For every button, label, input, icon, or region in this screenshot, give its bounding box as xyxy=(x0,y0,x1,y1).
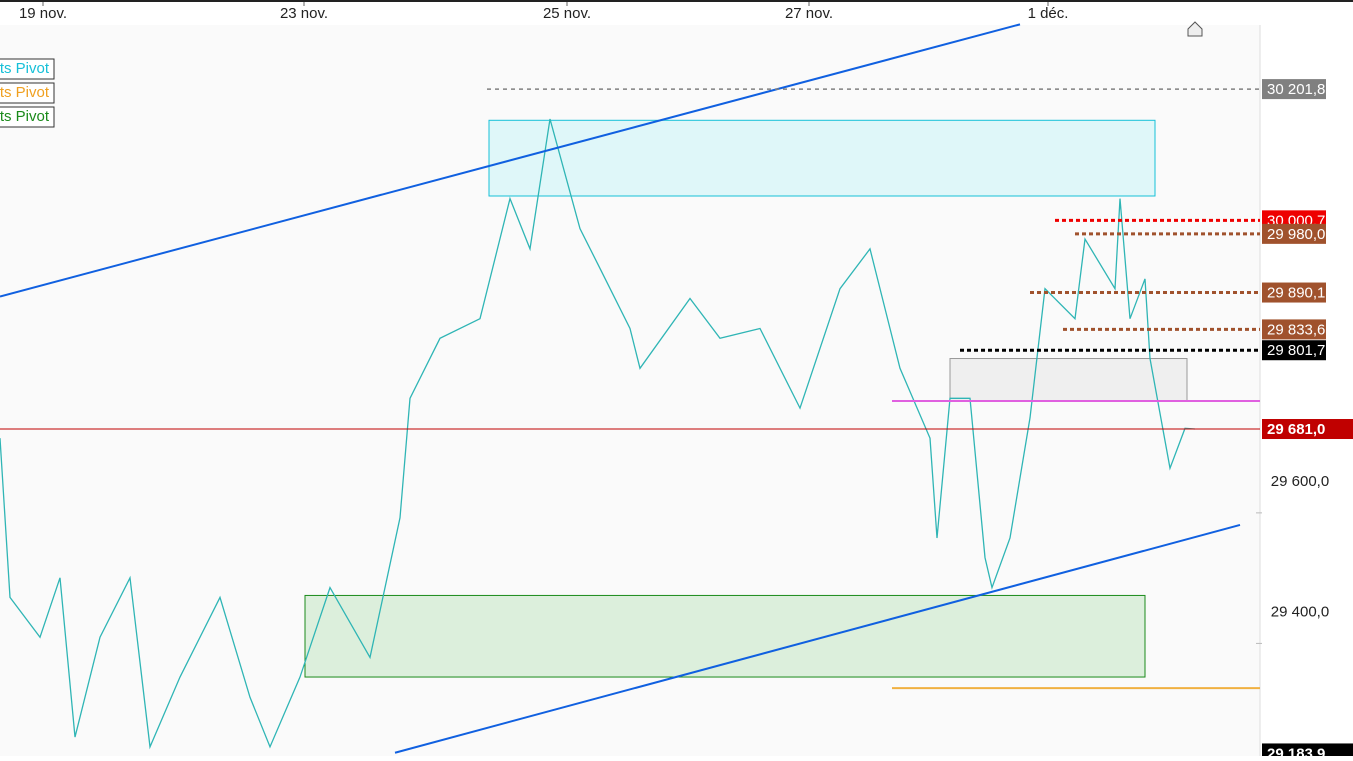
trendline xyxy=(394,523,1241,754)
level-label: 29 890,1 xyxy=(1267,285,1325,302)
x-tick-label: 27 nov. xyxy=(785,5,833,22)
x-tick-label: 1 déc. xyxy=(1028,5,1069,22)
level-label: 29 980,0 xyxy=(1267,226,1325,243)
level-tag xyxy=(1262,319,1326,340)
level-tag xyxy=(1262,340,1326,361)
level-label: 29 681,0 xyxy=(1267,421,1325,438)
zone xyxy=(488,119,1156,197)
level-label: 30 201,8 xyxy=(1267,81,1325,98)
legend-box xyxy=(0,58,55,80)
y-tick-label: 29 400,0 xyxy=(1271,603,1329,620)
level-label: 29 183,9 xyxy=(1267,745,1325,756)
legend-label: ts Pivot xyxy=(0,84,50,101)
level-tag xyxy=(1262,79,1326,100)
x-tick-label: 25 nov. xyxy=(543,5,591,22)
y-tick-label: 29 600,0 xyxy=(1271,473,1329,490)
level-label: 29 833,6 xyxy=(1267,321,1325,338)
home-icon[interactable] xyxy=(1187,21,1203,37)
level-tag xyxy=(1262,223,1326,244)
legend-box xyxy=(0,106,55,128)
level-tag xyxy=(1262,282,1326,303)
x-tick-label: 23 nov. xyxy=(280,5,328,22)
legend-box xyxy=(0,82,55,104)
trendline xyxy=(0,23,1021,298)
level-tag xyxy=(1262,419,1353,440)
legend-label: ts Pivot xyxy=(0,108,50,125)
x-tick-label: 19 nov. xyxy=(19,5,67,22)
price-line xyxy=(0,118,1196,750)
legend-label: ts Pivot xyxy=(0,60,50,77)
level-label: 29 801,7 xyxy=(1267,342,1325,359)
